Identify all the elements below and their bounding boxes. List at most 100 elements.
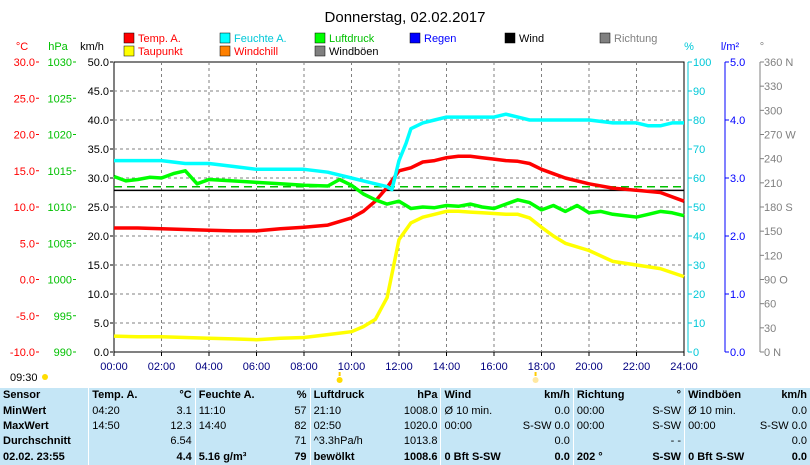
table-cell: 79: [294, 450, 307, 463]
tick-label-rain: 2.0: [730, 231, 745, 243]
table-cell: 0.0: [791, 450, 807, 463]
tick-label-pressure: 995: [54, 311, 72, 323]
table-row-label: Sensor: [3, 389, 41, 402]
tick-label-direction: 360 N: [764, 57, 793, 69]
table-cell: 0.0: [554, 435, 570, 448]
legend-swatch: [123, 45, 135, 57]
table-cell: Windböen: [684, 388, 757, 404]
table-cell: %: [296, 389, 307, 402]
table-cell: 57: [294, 404, 307, 417]
table-row: MinWert 04:20 3.1 11:10 57 21:10 1008.0 Ø 10 mi…: [0, 403, 810, 419]
tick-label-humidity: 90: [693, 86, 705, 98]
table-cell: hPa: [417, 389, 438, 402]
tick-label-wind: 10.0: [88, 289, 109, 301]
tick-label-wind: 30.0: [88, 173, 109, 185]
table-cell: Feuchte A.: [194, 388, 276, 404]
tick-label-humidity: 40: [693, 231, 705, 243]
axis-unit-direction: °: [760, 41, 764, 53]
table-row-label: 02.02. 23:55: [3, 450, 65, 463]
table-cell: 82: [294, 419, 307, 432]
table-cell: Richtung: [572, 388, 637, 404]
axis-unit-temp: °C: [16, 41, 28, 53]
tick-label-temp: 25.0: [14, 93, 35, 105]
legend-swatch: [219, 45, 231, 57]
tick-label-pressure: 1005: [48, 238, 72, 250]
tick-label-x: 06:00: [243, 361, 271, 373]
legend-swatch: [314, 32, 326, 44]
axis-units: °C hPa km/h% l/m² °: [16, 41, 764, 53]
tick-label-humidity: 10: [693, 318, 705, 330]
table-cell: [684, 434, 757, 450]
tick-label-pressure: 1025: [48, 93, 72, 105]
tick-label-x: 14:00: [433, 361, 461, 373]
table-cell: ^3.3hPa/h: [309, 434, 387, 450]
tick-label-pressure: 990: [54, 347, 72, 359]
tick-label-wind: 0.0: [94, 347, 109, 359]
table-row: Sensor Temp. A. °C Feuchte A.% Luftdruck hPa W…: [0, 388, 810, 404]
legend-label: Luftdruck: [329, 33, 375, 45]
tick-label-x: 08:00: [290, 361, 318, 373]
table-cell: 0.0: [791, 404, 807, 417]
legend-label: Wind: [519, 33, 544, 45]
table-cell: Temp. A.: [88, 388, 156, 404]
tick-label-x: 22:00: [623, 361, 651, 373]
table-cell: [88, 434, 156, 450]
legend-label: Temp. A.: [138, 33, 181, 45]
tick-label-temp: -5.0: [16, 311, 35, 323]
tick-label-direction: 60: [764, 299, 776, 311]
table-cell: [440, 434, 513, 450]
table-row: Durchschnitt 6.54 71 ^3.3hPa/h 1013.8 0.0 - - 0…: [0, 434, 810, 450]
table-cell: 3.1: [176, 404, 192, 417]
tick-label-temp: 10.0: [14, 202, 35, 214]
table-cell: 1013.8: [403, 435, 438, 448]
tick-label-temp: 15.0: [14, 166, 35, 178]
table-cell: 14:40: [194, 418, 276, 435]
tick-label-humidity: 70: [693, 144, 705, 156]
table-row: MaxWert 14:50 12.3 14:40 82 02:50 1020.0 00:00 S…: [0, 418, 810, 435]
tick-label-humidity: 50: [693, 202, 705, 214]
table-cell: [88, 449, 156, 465]
tick-label-rain: 4.0: [730, 115, 745, 127]
table-cell: [194, 434, 276, 450]
table-cell: km/h: [781, 389, 807, 402]
tick-label-temp: -10.0: [10, 347, 35, 359]
reference-lines: [114, 185, 684, 192]
series-line-temp-a-: [114, 154, 685, 233]
tick-label-wind: 45.0: [88, 86, 109, 98]
tick-label-direction: 330: [764, 81, 782, 93]
table-cell: 71: [294, 435, 307, 448]
tick-label-rain: 0.0: [730, 347, 745, 359]
table-cell: Ø 10 min.: [684, 403, 757, 419]
series-lines: [113, 112, 685, 342]
tick-label-x: 10:00: [338, 361, 366, 373]
table-cell: 0 Bft S-SW: [440, 449, 513, 465]
table-row-label: MaxWert: [3, 419, 49, 432]
tick-label-wind: 15.0: [88, 260, 109, 272]
table-cell: 00:00: [572, 418, 637, 435]
tick-label-x: 24:00: [670, 361, 698, 373]
table-cell: km/h: [544, 389, 570, 402]
tick-label-wind: 5.0: [94, 318, 109, 330]
table-cell: 1008.6: [403, 450, 438, 463]
tick-label-x: 00:00: [100, 361, 128, 373]
axis-ticks: 30.025.020.015.010.05.00.0-5.0-10.010301…: [10, 57, 796, 373]
moon-icon: [532, 377, 539, 383]
table-cell: 00:00: [440, 418, 513, 435]
tick-label-direction: 240: [764, 154, 782, 166]
table-cell: 0.0: [554, 450, 570, 463]
table-cell: S-SW: [652, 419, 682, 432]
table-cell: 0.0: [554, 404, 570, 417]
tick-label-pressure: 1010: [48, 202, 72, 214]
table-cell: - -: [670, 435, 682, 448]
legend-label: Richtung: [614, 33, 657, 45]
table-cell: °C: [179, 389, 192, 402]
table-cell: S-SW 0.0: [759, 419, 807, 432]
sun-icon: [336, 377, 343, 383]
table-row-label: MinWert: [3, 404, 47, 417]
tick-label-humidity: 60: [693, 173, 705, 185]
chart-title: Donnerstag, 02.02.2017: [325, 9, 486, 26]
tick-label-rain: 5.0: [730, 57, 745, 69]
legend: Temp. A. Feuchte A. Luftdruck Regen Wind Rich…: [123, 32, 657, 58]
tick-label-direction: 150: [764, 226, 782, 238]
tick-label-x: 18:00: [528, 361, 556, 373]
